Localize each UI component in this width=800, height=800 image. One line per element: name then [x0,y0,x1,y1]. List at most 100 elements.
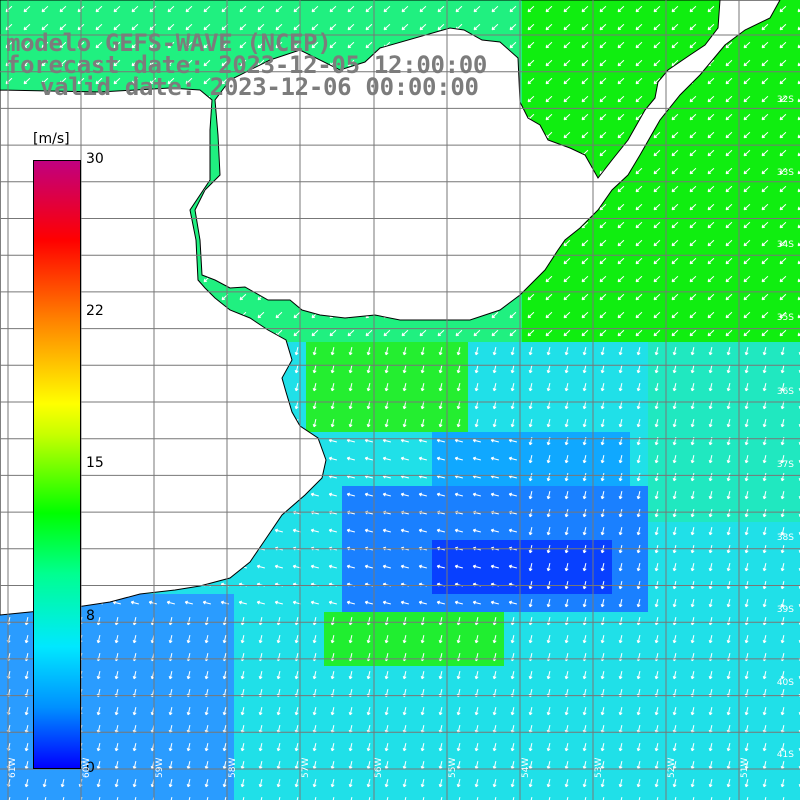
wind-cell [0,792,18,800]
wind-arrow [438,778,443,788]
wind-arrow [42,778,47,788]
wind-arrow [690,634,695,644]
wind-arrow [581,131,589,139]
wind-arrow [312,418,317,428]
wind-arrow [654,562,659,572]
wind-arrow [418,456,427,461]
wind-arrow [707,293,715,301]
wind-arrow [582,472,587,482]
wind-arrow [492,670,497,680]
wind-cell [792,288,800,306]
wind-arrow [242,796,245,800]
wind-arrow [114,634,119,644]
wind-arrow [546,472,551,482]
wind-arrow [672,454,677,464]
wind-arrow [348,670,353,680]
wind-arrow [98,796,101,800]
wind-arrow [707,131,715,139]
wind-arrow [472,564,481,569]
wind-arrow [600,670,605,680]
wind-arrow [509,41,517,49]
wind-arrow [222,634,227,644]
wind-cell [792,216,800,234]
longitude-label: 58W [228,757,238,778]
wind-arrow [635,221,643,229]
wind-arrow [726,454,731,464]
wind-arrow [636,706,641,716]
latitude-label: 35S [776,313,794,323]
wind-arrow [348,346,353,356]
wind-arrow [508,492,517,497]
wind-arrow [726,472,731,482]
wind-arrow [581,239,589,247]
wind-arrow [671,311,679,319]
wind-arrow [545,95,553,103]
wind-arrow [474,364,479,374]
wind-arrow [386,796,389,800]
wind-arrow [203,41,211,49]
wind-arrow [599,275,607,283]
wind-arrow [508,528,517,533]
wind-arrow [260,796,263,800]
wind-arrow [618,634,623,644]
wind-arrow [708,472,713,482]
wind-arrow [170,796,173,800]
wind-arrow [419,329,427,337]
wind-arrow [707,77,715,85]
wind-arrow [382,456,391,461]
wind-arrow [509,23,517,31]
wind-arrow [672,364,677,374]
wind-arrow [383,329,391,337]
wind-arrow [458,796,461,800]
wind-arrow [62,796,65,800]
wind-arrow [365,41,373,49]
wind-cell [792,270,800,288]
wind-arrow [779,275,787,283]
wind-arrow [222,778,227,788]
wind-arrow [510,364,515,374]
latitude-label: 39S [776,605,794,615]
wind-arrow [636,490,641,500]
wind-arrow [780,508,785,518]
wind-arrow [220,600,229,605]
wind-cell [54,792,72,800]
land-polygon [0,0,781,321]
wind-arrow [617,77,625,85]
wind-arrow [636,364,641,374]
wind-arrow [671,257,679,265]
wind-arrow [528,562,533,572]
wind-arrow [492,706,497,716]
wind-cell [144,792,162,800]
wind-arrow [563,59,571,67]
wind-arrow [474,382,479,392]
wind-arrow [566,796,569,800]
wind-cell [108,792,126,800]
wind-arrow [546,364,551,374]
wind-arrow [584,796,587,800]
wind-cell [792,720,800,738]
wind-arrow [113,23,121,31]
wind-arrow [725,113,733,121]
wind-arrow [689,203,697,211]
wind-arrow [690,382,695,392]
wind-arrow [635,293,643,301]
wind-arrow [672,508,677,518]
wind-arrow [563,329,571,337]
wind-arrow [672,490,677,500]
wind-arrow [761,293,769,301]
wind-arrow [258,706,263,716]
wind-arrow [114,706,119,716]
wind-cell [792,198,800,216]
wind-arrow [474,706,479,716]
wind-arrow [690,364,695,374]
wind-arrow [581,5,589,13]
wind-arrow [366,382,371,392]
wind-arrow [743,329,751,337]
wind-arrow [761,23,769,31]
wind-arrow [671,293,679,301]
wind-arrow [149,5,157,13]
wind-arrow [131,59,139,67]
wind-arrow [186,742,191,752]
wind-arrow [167,5,175,13]
